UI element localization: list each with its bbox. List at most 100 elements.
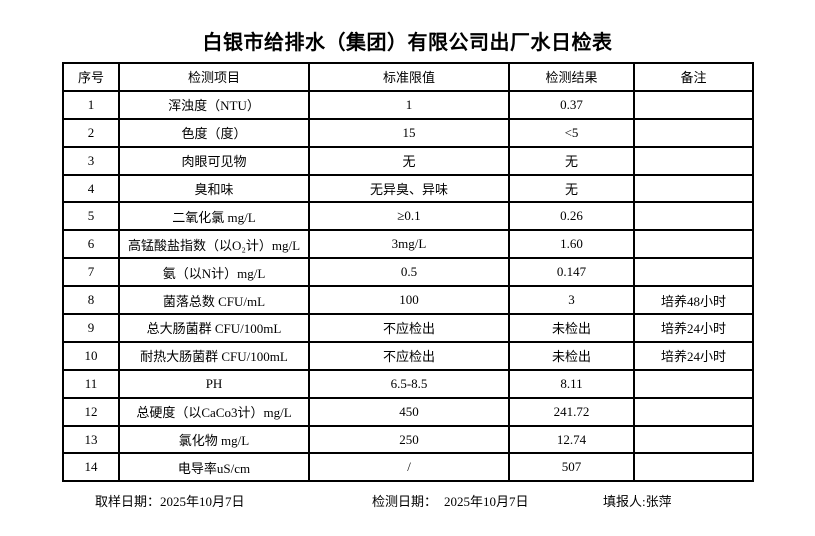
cell-item: 总硬度（以CaCo3计）mg/L [118, 396, 310, 427]
table-row: 14 电导率uS/cm/507 [62, 452, 754, 483]
cell-item: PH [118, 368, 310, 399]
cell-result: 12.74 [508, 424, 635, 455]
testing-date-label: 检测日期： [372, 494, 438, 509]
cell-remark [633, 145, 754, 176]
cell-index: 10 [62, 340, 120, 371]
cell-result: 无 [508, 173, 635, 204]
water-quality-table: 序号 检测项目 标准限值 检测结果 备注 1 浑浊度（NTU） 1 0.37 2 色度（度… [62, 62, 754, 483]
cell-index: 3 [62, 145, 120, 176]
cell-limit: 3mg/L [308, 229, 510, 260]
testing-date-value: 2025年10月7日 [444, 494, 529, 509]
cell-index: 8 [62, 285, 120, 316]
cell-remark [633, 368, 754, 399]
cell-index: 13 [62, 424, 120, 455]
table-row: 1 浑浊度（NTU） 1 0.37 [62, 89, 754, 120]
cell-result: 3 [508, 285, 635, 316]
header-row: 序号 检测项目 标准限值 检测结果 备注 [62, 62, 754, 92]
cell-remark: 培养48小时 [633, 285, 754, 316]
cell-limit: ≥0.1 [308, 201, 510, 232]
cell-result: 8.11 [508, 368, 635, 399]
cell-result: 507 [508, 452, 635, 483]
col-header-limit: 标准限值 [308, 62, 510, 92]
cell-result: 1.60 [508, 229, 635, 260]
table-row: 2 色度（度） 15 <5 [62, 117, 754, 148]
table-row: 11 PH 6.5-8.5 8.11 [62, 368, 754, 399]
cell-remark [633, 424, 754, 455]
cell-remark [633, 89, 754, 120]
cell-remark [633, 396, 754, 427]
cell-limit: 无异臭、异味 [308, 173, 510, 204]
cell-limit: 100 [308, 285, 510, 316]
cell-index: 9 [62, 313, 120, 343]
cell-limit: 不应检出 [308, 340, 510, 371]
table-row: 4 臭和味 无异臭、异味无 [62, 173, 754, 204]
table-row: 8 菌落总数 CFU/mL 100 3 培养48小时 [62, 285, 754, 316]
cell-result: 0.26 [508, 201, 635, 232]
table-row: 6 高锰酸盐指数（以O₂计）mg/L 3mg/L 1.60 [62, 229, 754, 260]
cell-result: 未检出 [508, 313, 635, 343]
cell-index: 1 [62, 89, 120, 120]
table-row: 10 耐热大肠菌群 CFU/100mL 不应检出 未检出 培养24小时 [62, 340, 754, 371]
col-header-remark: 备注 [633, 62, 754, 92]
cell-result: <5 [508, 117, 635, 148]
cell-item: 氨（以N计）mg/L [118, 257, 310, 288]
sampling-date: 取样日期：2025年10月7日 [95, 491, 245, 510]
cell-remark [633, 257, 754, 288]
cell-limit: 6.5-8.5 [308, 368, 510, 399]
cell-result: 241.72 [508, 396, 635, 427]
cell-result: 未检出 [508, 340, 635, 371]
cell-remark: 培养24小时 [633, 340, 754, 371]
cell-remark: 培养24小时 [633, 313, 754, 343]
cell-limit: 无 [308, 145, 510, 176]
cell-item: 臭和味 [118, 173, 310, 204]
cell-item: 菌落总数 CFU/mL [118, 285, 310, 316]
table-row: 13 氯化物 mg/L 250 12.74 [62, 424, 754, 455]
cell-limit: 250 [308, 424, 510, 455]
cell-item: 电导率uS/cm [118, 452, 310, 483]
cell-limit: 0.5 [308, 257, 510, 288]
reporter: 填报人:张萍 [603, 491, 672, 510]
cell-remark [633, 173, 754, 204]
cell-remark [633, 229, 754, 260]
footer: 取样日期：2025年10月7日 检测日期： 2025年10月7日 填报人:张萍 [0, 491, 815, 513]
cell-index: 11 [62, 368, 120, 399]
page-title: 白银市给排水（集团）有限公司出厂水日检表 [202, 32, 613, 54]
cell-item: 浑浊度（NTU） [118, 89, 310, 120]
cell-limit: / [308, 452, 510, 483]
col-header-result: 检测结果 [508, 62, 635, 92]
cell-item: 高锰酸盐指数（以O₂计）mg/L [118, 229, 310, 260]
table-row: 5 二氧化氯 mg/L ≥0.1 0.26 [62, 201, 754, 232]
cell-remark [633, 452, 754, 483]
cell-index: 12 [62, 396, 120, 427]
col-header-index: 序号 [62, 62, 120, 92]
cell-item: 总大肠菌群 CFU/100mL [118, 313, 310, 343]
cell-result: 无 [508, 145, 635, 176]
sampling-date-value: 2025年10月7日 [160, 494, 245, 509]
sampling-date-label: 取样日期： [95, 494, 161, 509]
cell-limit: 450 [308, 396, 510, 427]
cell-item: 二氧化氯 mg/L [118, 201, 310, 232]
cell-index: 5 [62, 201, 120, 232]
reporter-value: 张萍 [645, 494, 672, 509]
table-row: 7 氨（以N计）mg/L 0.5 0.147 [62, 257, 754, 288]
table-row: 12 总硬度（以CaCo3计）mg/L 450 241.72 [62, 396, 754, 427]
cell-item: 肉眼可见物 [118, 145, 310, 176]
cell-item: 氯化物 mg/L [118, 424, 310, 455]
reporter-label: 填报人: [603, 494, 646, 509]
cell-remark [633, 117, 754, 148]
cell-item: 耐热大肠菌群 CFU/100mL [118, 340, 310, 371]
cell-index: 14 [62, 452, 120, 483]
table-row: 3 肉眼可见物无无 [62, 145, 754, 176]
cell-item: 色度（度） [118, 117, 310, 148]
cell-index: 4 [62, 173, 120, 204]
cell-index: 2 [62, 117, 120, 148]
cell-index: 6 [62, 229, 120, 260]
testing-date: 检测日期： 2025年10月7日 [372, 491, 529, 510]
cell-limit: 不应检出 [308, 313, 510, 343]
cell-result: 0.147 [508, 257, 635, 288]
col-header-item: 检测项目 [118, 62, 310, 92]
table-row: 9 总大肠菌群 CFU/100mL 不应检出 未检出 培养24小时 [62, 313, 754, 343]
cell-limit: 1 [308, 89, 510, 120]
cell-result: 0.37 [508, 89, 635, 120]
